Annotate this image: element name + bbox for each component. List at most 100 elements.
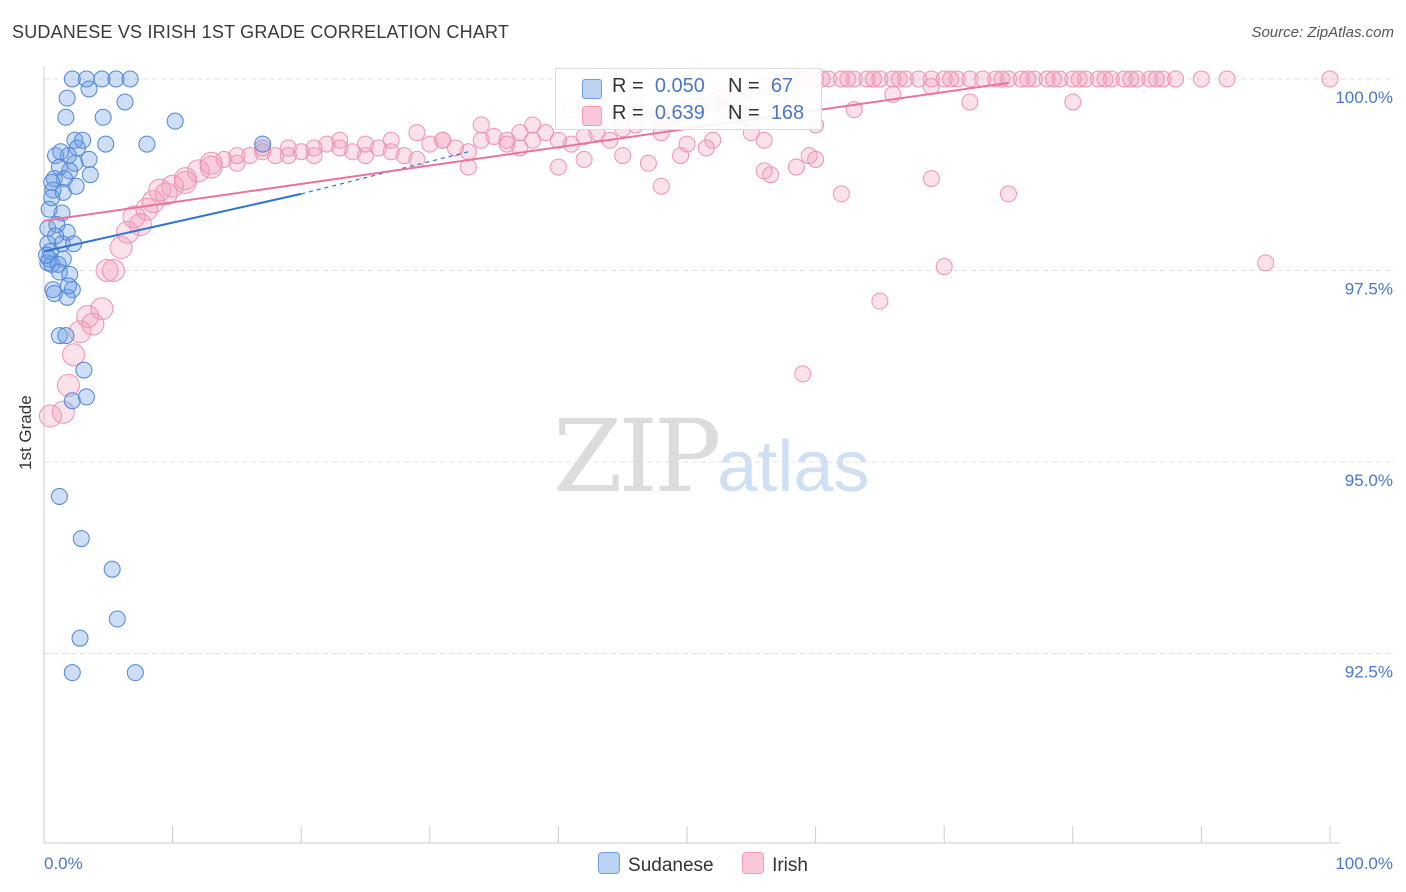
- irish-point-106: [1070, 70, 1088, 88]
- irish-point-83: [1038, 70, 1056, 88]
- y-tick-label-3: 92.5%: [1345, 663, 1393, 682]
- irish-point-41: [485, 127, 503, 145]
- irish-point-126: [434, 131, 452, 149]
- irish-point-128: [382, 131, 400, 149]
- sudanese-point-47: [57, 327, 75, 345]
- sudanese-point-65: [59, 277, 77, 295]
- irish-point-108: [1122, 70, 1140, 88]
- irish-point-100: [864, 70, 882, 88]
- y-tick-label-1: 97.5%: [1345, 280, 1393, 299]
- irish-point-148: [697, 139, 715, 157]
- irish-point-136: [173, 170, 197, 194]
- irish-point-84: [1051, 70, 1069, 88]
- irish-point-70: [871, 70, 889, 88]
- irish-point-102: [942, 70, 960, 88]
- irish-point-88: [1102, 70, 1120, 88]
- sudanese-point-9: [94, 108, 112, 126]
- irish-point-137: [154, 182, 178, 206]
- irish-point-165: [672, 147, 690, 165]
- sudanese-trendline: [43, 192, 302, 253]
- irish-point-44: [524, 131, 542, 149]
- r-irish: R = 0.639: [612, 102, 705, 124]
- irish-point-160: [755, 162, 773, 180]
- sudanese-point-2: [93, 70, 111, 88]
- irish-point-105: [1045, 70, 1063, 88]
- irish-point-117: [549, 158, 567, 176]
- sudanese-point-44: [45, 284, 63, 302]
- x-tick-label-0: 0.0%: [44, 854, 83, 873]
- irish-point-14: [141, 190, 165, 214]
- sudanese-swatch: [582, 79, 602, 99]
- series-legend: Sudanese Irish: [0, 852, 1406, 878]
- irish-point-72: [897, 70, 915, 88]
- irish-point-154: [961, 93, 979, 111]
- sudanese-point-19: [80, 150, 98, 168]
- irish-point-15: [148, 178, 172, 202]
- irish-point-69: [858, 70, 876, 88]
- sudanese-point-56: [63, 664, 81, 682]
- sudanese-point-51: [50, 487, 68, 505]
- irish-point-110: [614, 147, 632, 165]
- irish-point-81: [1012, 70, 1030, 88]
- irish-point-92: [1154, 70, 1172, 88]
- irish-point-134: [228, 147, 246, 165]
- irish-point-71: [884, 70, 902, 88]
- irish-point-77: [961, 70, 979, 88]
- r-sudanese: R = 0.050: [612, 75, 705, 97]
- y-tick-label-2: 95.0%: [1345, 471, 1393, 490]
- irish-point-85: [1064, 70, 1082, 88]
- sudanese-point-6: [80, 80, 98, 98]
- irish-point-161: [922, 170, 940, 188]
- sudanese-point-7: [116, 93, 134, 111]
- irish-point-26: [292, 143, 310, 161]
- irish-point-96: [1321, 70, 1339, 88]
- watermark-atlas: atlas: [717, 427, 870, 507]
- irish-point-10: [109, 236, 133, 260]
- sudanese-point-58: [254, 135, 272, 153]
- irish-point-35: [408, 150, 426, 168]
- irish-trendline: [43, 81, 1009, 222]
- legend-label-sudanese: Sudanese: [628, 855, 714, 876]
- irish-point-91: [1141, 70, 1159, 88]
- sudanese-point-52: [72, 530, 90, 548]
- irish-point-2: [56, 373, 80, 397]
- irish-point-130: [331, 131, 349, 149]
- irish-point-139: [755, 131, 773, 149]
- sudanese-point-63: [52, 143, 70, 161]
- irish-point-115: [639, 154, 657, 172]
- legend-item-sudanese[interactable]: Sudanese: [598, 852, 714, 877]
- irish-point-155: [1064, 93, 1082, 111]
- n-irish: N = 168: [728, 102, 805, 124]
- y-tick-label-0: 100.0%: [1335, 88, 1393, 107]
- irish-point-4: [68, 320, 92, 344]
- irish-point-125: [472, 116, 490, 134]
- legend-swatch-sudanese: [598, 852, 621, 874]
- irish-point-129: [357, 135, 374, 153]
- irish-point-138: [135, 197, 159, 221]
- irish-point-76: [948, 70, 966, 88]
- sudanese-point-57: [126, 664, 144, 682]
- irish-point-1: [51, 400, 75, 424]
- irish-point-163: [794, 365, 812, 383]
- legend-item-irish[interactable]: Irish: [742, 852, 808, 877]
- irish-point-132: [279, 147, 297, 165]
- irish-point-86: [1077, 70, 1095, 88]
- irish-point-90: [1128, 70, 1146, 88]
- sudanese-point-3: [107, 70, 125, 88]
- irish-point-46: [549, 131, 567, 149]
- sudanese-point-66: [67, 177, 85, 195]
- sudanese-point-61: [38, 246, 56, 264]
- sudanese-point-13: [74, 131, 92, 149]
- irish-point-79: [987, 70, 1005, 88]
- sudanese-point-1: [77, 70, 95, 88]
- irish-point-99: [839, 70, 857, 88]
- irish-point-158: [871, 292, 889, 310]
- irish-point-135: [199, 155, 223, 179]
- sudanese-point-50: [77, 388, 95, 406]
- x-tick-label-1: 100.0%: [1335, 854, 1393, 873]
- sudanese-point-0: [63, 70, 81, 88]
- sudanese-point-55: [71, 629, 89, 647]
- irish-point-22: [241, 147, 259, 165]
- stats-legend: R = 0.050 N = 67 R = 0.639 N = 168: [555, 68, 822, 130]
